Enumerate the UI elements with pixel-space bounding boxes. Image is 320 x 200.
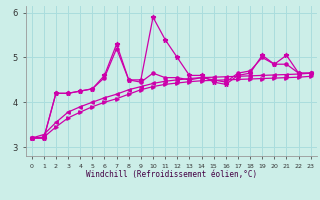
X-axis label: Windchill (Refroidissement éolien,°C): Windchill (Refroidissement éolien,°C) [86,170,257,179]
